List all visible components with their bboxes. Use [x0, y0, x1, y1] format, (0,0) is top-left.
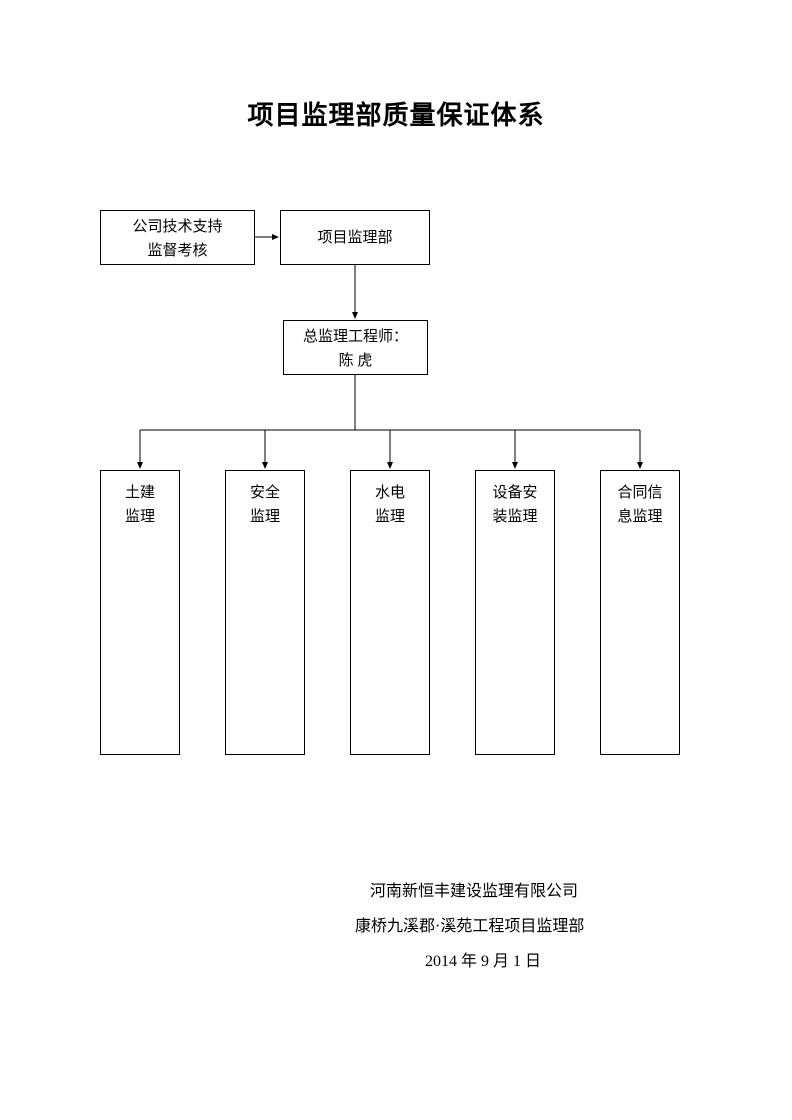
node-leaf-2: 安全 监理	[225, 470, 305, 755]
page-title: 项目监理部质量保证体系	[0, 95, 792, 132]
node-leaf-4: 设备安 装监理	[475, 470, 555, 755]
node-leaf-1-line1: 土建	[125, 481, 155, 505]
footer-project: 康桥九溪郡·溪苑工程项目监理部	[355, 912, 584, 936]
footer-date: 2014 年 9 月 1 日	[425, 947, 541, 971]
node-leaf-4-line1: 设备安	[492, 481, 537, 505]
node-chief: 总监理工程师： 陈 虎	[283, 320, 428, 375]
node-support-line2: 监督考核	[147, 239, 207, 263]
node-leaf-5-line1: 合同信	[617, 481, 662, 505]
node-leaf-3: 水电 监理	[350, 470, 430, 755]
node-leaf-3-line2: 监理	[375, 505, 405, 529]
node-support: 公司技术支持 监督考核	[100, 210, 255, 265]
footer-company: 河南新恒丰建设监理有限公司	[370, 877, 578, 901]
node-leaf-4-line2: 装监理	[492, 505, 537, 529]
node-chief-line1: 总监理工程师：	[303, 325, 408, 349]
node-leaf-5-line2: 息监理	[617, 505, 662, 529]
node-chief-line2: 陈 虎	[339, 349, 373, 373]
node-dept: 项目监理部	[280, 210, 430, 265]
node-leaf-2-line1: 安全	[250, 481, 280, 505]
node-dept-line1: 项目监理部	[317, 226, 392, 250]
node-leaf-5: 合同信 息监理	[600, 470, 680, 755]
node-support-line1: 公司技术支持	[132, 215, 222, 239]
node-leaf-1-line2: 监理	[125, 505, 155, 529]
node-leaf-1: 土建 监理	[100, 470, 180, 755]
node-leaf-2-line2: 监理	[250, 505, 280, 529]
node-leaf-3-line1: 水电	[375, 481, 405, 505]
